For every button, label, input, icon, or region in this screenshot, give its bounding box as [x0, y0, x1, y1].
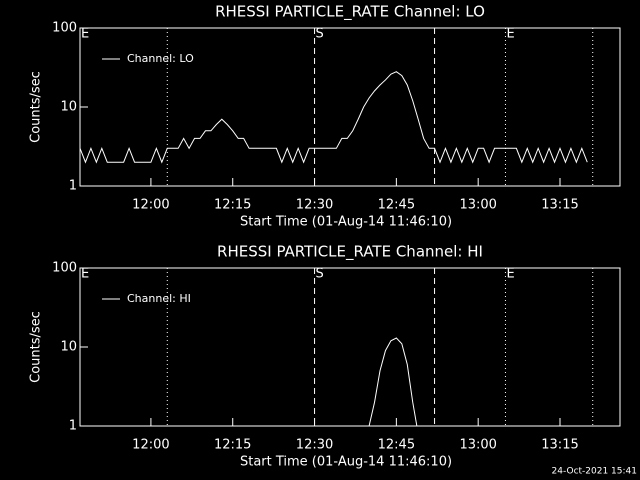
chart-title: RHESSI PARTICLE_RATE Channel: LO [215, 3, 485, 22]
x-tick-label: 12:45 [378, 438, 415, 453]
y-tick-label: 1 [69, 179, 77, 194]
y-tick-label: 10 [60, 340, 77, 355]
y-tick-label: 10 [60, 100, 77, 115]
legend-label: Channel: LO [127, 52, 194, 65]
x-tick-label: 12:00 [132, 198, 169, 213]
y-tick-label: 100 [52, 261, 77, 276]
x-tick-label: 13:15 [541, 438, 578, 453]
x-tick-label: 12:00 [132, 438, 169, 453]
annotation: E [81, 267, 89, 282]
x-axis-label: Start Time (01-Aug-14 11:46:10) [240, 455, 452, 470]
x-tick-label: 12:15 [214, 198, 251, 213]
x-tick-label: 13:00 [459, 198, 496, 213]
annotation: S [316, 267, 324, 282]
y-tick-label: 1 [69, 419, 77, 434]
x-tick-label: 13:15 [541, 198, 578, 213]
y-axis-label: Counts/sec [29, 311, 44, 383]
annotation: E [506, 27, 514, 42]
x-tick-label: 12:30 [296, 198, 333, 213]
x-tick-label: 12:15 [214, 438, 251, 453]
legend-label: Channel: HI [127, 292, 191, 305]
x-axis-label: Start Time (01-Aug-14 11:46:10) [240, 215, 452, 230]
x-tick-label: 12:30 [296, 438, 333, 453]
x-tick-label: 12:45 [378, 198, 415, 213]
annotation: E [81, 27, 89, 42]
y-axis-label: Counts/sec [29, 71, 44, 143]
chart-title: RHESSI PARTICLE_RATE Channel: HI [217, 243, 483, 262]
x-tick-label: 13:00 [459, 438, 496, 453]
footer: 24-Oct-2021 15:41 [552, 467, 637, 477]
series-line [368, 337, 418, 426]
annotation: S [316, 27, 324, 42]
series-line [80, 71, 588, 164]
y-tick-label: 100 [52, 21, 77, 36]
annotation: E [506, 267, 514, 282]
